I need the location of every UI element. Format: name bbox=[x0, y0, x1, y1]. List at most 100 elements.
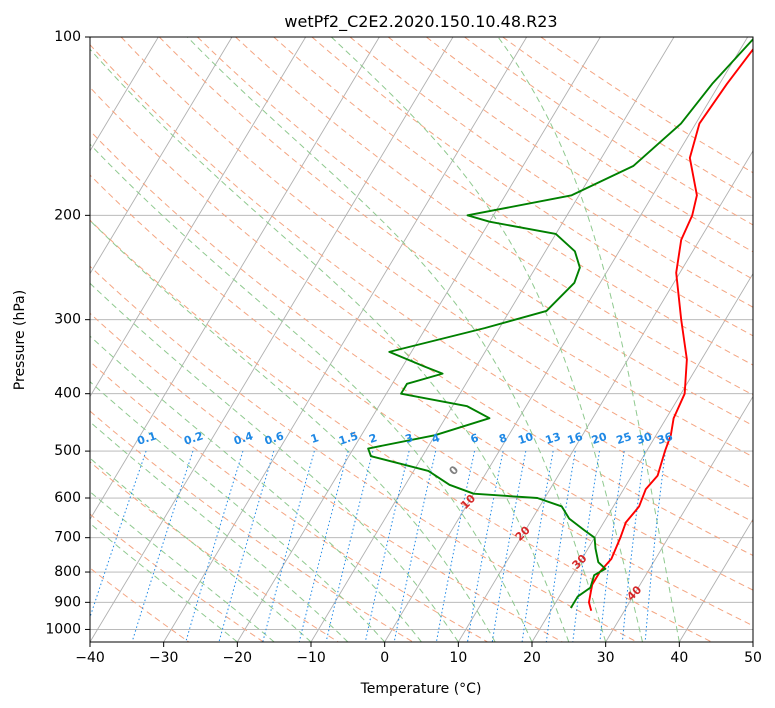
mixing-ratio-label: 2 bbox=[367, 431, 378, 446]
mixing-ratio-line bbox=[90, 450, 147, 619]
mixing-ratio-line bbox=[621, 451, 646, 642]
dry-adiabat bbox=[90, 410, 414, 642]
dry-adiabat bbox=[90, 360, 488, 642]
mixing-ratio-label: 1 bbox=[309, 431, 320, 446]
y-tick-label: 600 bbox=[54, 490, 81, 506]
dry-adiabat bbox=[90, 461, 339, 642]
dry-adiabat bbox=[120, 37, 753, 490]
isotherm bbox=[163, 37, 528, 642]
y-tick-label: 900 bbox=[54, 594, 81, 610]
dry-adiabats bbox=[90, 37, 753, 642]
x-tick-label: 20 bbox=[523, 650, 541, 666]
mixing-ratio-label: 25 bbox=[615, 430, 634, 447]
mixing-ratio-line bbox=[599, 451, 625, 642]
dry-adiabat bbox=[90, 130, 753, 591]
y-axis-ticks: 100 200 300 400 500 600 700 800 900 1000 bbox=[45, 29, 90, 637]
moist-adiabat bbox=[90, 381, 386, 642]
mixing-ratio-label: 10 bbox=[516, 430, 535, 447]
mixing-ratio-label: 0.2 bbox=[182, 429, 205, 447]
moist-adiabat bbox=[497, 37, 680, 642]
isotherm bbox=[90, 37, 159, 152]
mixing-ratio-line bbox=[491, 451, 527, 642]
dry-adiabat bbox=[349, 37, 753, 308]
mixing-ratio-line bbox=[393, 450, 437, 642]
moist-adiabats bbox=[90, 37, 680, 642]
x-tick-label: 30 bbox=[597, 650, 615, 666]
mixing-ratio-label: 0.4 bbox=[232, 429, 255, 447]
moist-adiabat bbox=[90, 457, 312, 642]
dry-adiabat bbox=[90, 174, 753, 627]
moist-adiabat bbox=[90, 48, 570, 642]
plot-frame bbox=[89, 36, 754, 643]
y-tick-label: 300 bbox=[54, 312, 81, 328]
dry-adiabat bbox=[311, 37, 753, 337]
dry-adiabat bbox=[387, 37, 753, 280]
mixing-ratio-line bbox=[325, 450, 374, 642]
dry-adiabat bbox=[90, 86, 753, 557]
mixing-ratio-label: 4 bbox=[430, 431, 442, 446]
moist-adiabat bbox=[90, 282, 459, 642]
dry-adiabat bbox=[90, 513, 264, 642]
y-tick-label: 100 bbox=[54, 29, 81, 45]
x-tick-label: −30 bbox=[149, 650, 179, 666]
mixing-ratio-label: 6 bbox=[469, 431, 481, 446]
moist-adiabat bbox=[330, 37, 643, 642]
mixing-ratio-line bbox=[131, 450, 194, 642]
moist-adiabat bbox=[90, 335, 422, 642]
y-tick-label: 200 bbox=[54, 207, 81, 223]
moist-adiabat bbox=[90, 219, 496, 642]
mixing-ratio-line bbox=[545, 451, 576, 642]
isotherm bbox=[678, 518, 753, 642]
isotherm bbox=[605, 395, 753, 642]
adiabat-label: 0 bbox=[447, 463, 462, 478]
profile-series bbox=[367, 37, 753, 612]
plot-area: -100-90-80-70-60-50-40-30-20-10010203040… bbox=[0, 37, 753, 642]
x-tick-label: 0 bbox=[380, 650, 389, 666]
y-tick-label: 700 bbox=[54, 530, 81, 546]
mixing-ratio-label: 30 bbox=[635, 430, 654, 447]
isotherm bbox=[236, 37, 601, 642]
y-axis-label: Pressure (hPa) bbox=[12, 290, 28, 390]
mixing-ratio-label: 0.6 bbox=[263, 429, 286, 447]
dewpoint-line bbox=[367, 37, 753, 609]
adiabat-label: 40 bbox=[624, 583, 644, 603]
dry-adiabat bbox=[235, 37, 753, 396]
mixing-ratio-line bbox=[298, 450, 349, 642]
x-tick-label: −20 bbox=[223, 650, 253, 666]
dry-adiabat bbox=[90, 219, 712, 642]
mixing-ratio-line bbox=[644, 451, 666, 642]
adiabat-label: 20 bbox=[513, 523, 533, 543]
adiabat-label: -10 bbox=[44, 420, 67, 443]
x-tick-label: 50 bbox=[744, 650, 762, 666]
mixing-ratio-line bbox=[521, 451, 554, 642]
isotherm bbox=[752, 641, 753, 642]
dry-adiabat bbox=[158, 37, 753, 458]
mixing-ratio-lines bbox=[90, 450, 666, 642]
dry-adiabat bbox=[540, 37, 753, 174]
mixing-ratio-label: 8 bbox=[497, 431, 508, 446]
mixing-ratio-line bbox=[435, 450, 476, 642]
mixing-ratio-line bbox=[572, 451, 600, 642]
dry-adiabat bbox=[90, 312, 563, 642]
y-tick-label: 1000 bbox=[45, 621, 81, 637]
moist-adiabat bbox=[186, 37, 607, 642]
isotherm bbox=[90, 37, 380, 521]
isotherm bbox=[531, 272, 753, 642]
mixing-ratio-label: 16 bbox=[566, 430, 585, 447]
isotherm bbox=[90, 37, 307, 398]
contour-labels: -100-90-80-70-60-50-40-30-20-10010203040… bbox=[44, 420, 675, 603]
chart-title: wetPf2_C2E2.2020.150.10.48.R23 bbox=[284, 12, 557, 32]
mixing-ratio-label: 1.5 bbox=[337, 429, 360, 447]
mixing-ratio-label: 36 bbox=[656, 430, 675, 447]
mixing-ratio-label: 20 bbox=[590, 430, 609, 447]
isotherm bbox=[0, 37, 11, 642]
dry-adiabat bbox=[426, 37, 753, 253]
mixing-ratio-label: 3 bbox=[404, 431, 415, 446]
isotherm bbox=[457, 150, 753, 642]
x-tick-label: −10 bbox=[296, 650, 326, 666]
mixing-ratio-line bbox=[262, 450, 315, 642]
y-tick-label: 400 bbox=[54, 386, 81, 402]
x-axis-label: Temperature (°C) bbox=[360, 681, 482, 697]
isotherm bbox=[90, 37, 454, 642]
